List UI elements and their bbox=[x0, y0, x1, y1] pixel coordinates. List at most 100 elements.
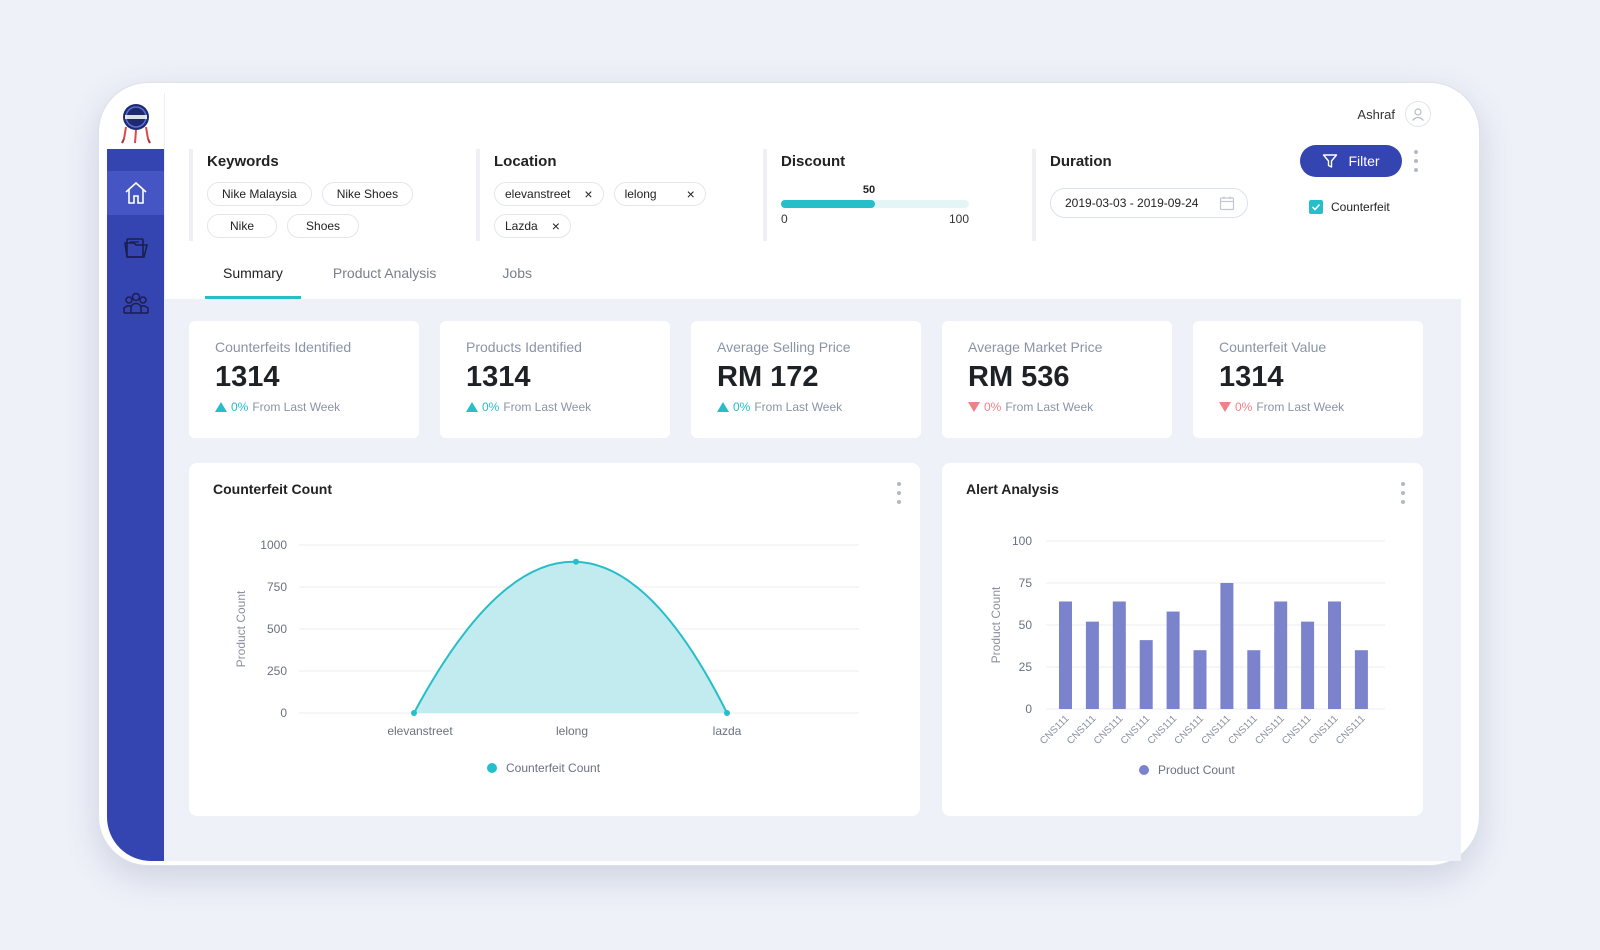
keyword-chip[interactable]: Shoes bbox=[287, 214, 360, 238]
remove-chip-icon[interactable]: × bbox=[686, 186, 695, 202]
trend-up-icon bbox=[466, 402, 478, 412]
counterfeit-checkbox[interactable]: Counterfeit bbox=[1309, 200, 1390, 214]
trend-percent: 0% bbox=[231, 400, 249, 414]
trend-down-icon bbox=[1219, 402, 1231, 412]
stat-trend: 0% From Last Week bbox=[1219, 400, 1423, 414]
x-tick-label: CNS111 bbox=[1334, 713, 1368, 747]
y-tick-label: 1000 bbox=[260, 538, 287, 552]
data-point bbox=[411, 710, 417, 716]
filter-icon bbox=[1323, 154, 1338, 168]
trend-percent: 0% bbox=[984, 400, 1002, 414]
x-tick-label: lelong bbox=[556, 724, 588, 738]
bar bbox=[1328, 601, 1341, 709]
checkbox-checked-icon[interactable] bbox=[1309, 200, 1323, 214]
slider-fill bbox=[781, 200, 875, 208]
users-group-icon bbox=[122, 292, 149, 314]
legend-label: Counterfeit Count bbox=[506, 761, 601, 775]
bar bbox=[1059, 601, 1072, 709]
tab-summary[interactable]: Summary bbox=[205, 259, 301, 299]
panel-title: Alert Analysis bbox=[966, 481, 1059, 497]
discount-slider[interactable]: 50 0 100 bbox=[781, 184, 969, 226]
trend-label: From Last Week bbox=[503, 400, 592, 414]
keyword-chip[interactable]: Nike Malaysia bbox=[207, 182, 312, 206]
stat-trend: 0% From Last Week bbox=[717, 400, 921, 414]
bar bbox=[1193, 650, 1207, 709]
y-tick-label: 50 bbox=[1019, 618, 1033, 632]
remove-chip-icon[interactable]: × bbox=[551, 218, 560, 234]
app-screen: Ashraf Keywords Nike Malaysia Nike Shoes… bbox=[107, 93, 1473, 861]
nav-documents[interactable] bbox=[107, 225, 164, 269]
location-chip-label: elevanstreet bbox=[505, 187, 571, 201]
bar bbox=[1220, 583, 1234, 709]
alert-analysis-panel: Alert Analysis 0 25 50 75 100 Product Count CN… bbox=[942, 463, 1423, 816]
stat-card-counterfeit-value: Counterfeit Value 1314 0% From Last Week bbox=[1193, 321, 1423, 438]
y-tick-label: 100 bbox=[1012, 534, 1032, 548]
discount-label: Discount bbox=[781, 153, 846, 170]
remove-chip-icon[interactable]: × bbox=[584, 186, 593, 202]
tab-bar: Summary Product Analysis Jobs bbox=[205, 259, 550, 299]
filter-bar: Ashraf Keywords Nike Malaysia Nike Shoes… bbox=[165, 93, 1461, 309]
avatar[interactable] bbox=[1405, 101, 1431, 127]
tab-jobs[interactable]: Jobs bbox=[502, 265, 532, 281]
stat-card-avg-market-price: Average Market Price RM 536 0% From Last… bbox=[942, 321, 1172, 438]
trend-label: From Last Week bbox=[754, 400, 843, 414]
calendar-icon[interactable] bbox=[1219, 195, 1235, 211]
bar bbox=[1112, 601, 1126, 709]
location-label: Location bbox=[494, 153, 557, 170]
stat-trend: 0% From Last Week bbox=[215, 400, 419, 414]
filter-button[interactable]: Filter bbox=[1300, 145, 1402, 177]
user-menu[interactable]: Ashraf bbox=[1357, 101, 1431, 127]
stat-trend: 0% From Last Week bbox=[968, 400, 1172, 414]
date-range-picker[interactable]: 2019-03-03 - 2019-09-24 bbox=[1050, 188, 1248, 218]
nav-users[interactable] bbox=[107, 281, 164, 325]
y-tick-label: 750 bbox=[267, 580, 287, 594]
area-fill bbox=[414, 561, 727, 713]
y-tick-label: 0 bbox=[1025, 702, 1032, 716]
trend-label: From Last Week bbox=[1256, 400, 1345, 414]
bar bbox=[1354, 650, 1368, 709]
stat-title: Counterfeit Value bbox=[1219, 339, 1327, 355]
trend-down-icon bbox=[968, 402, 980, 412]
nav-home[interactable] bbox=[107, 171, 164, 215]
bar bbox=[1139, 640, 1153, 709]
summary-panel: Counterfeits Identified 1314 0% From Las… bbox=[165, 299, 1461, 861]
duration-filter: Duration 2019-03-03 - 2019-09-24 bbox=[1032, 149, 1248, 241]
counterfeit-checkbox-label: Counterfeit bbox=[1331, 200, 1390, 214]
slider-track[interactable] bbox=[781, 200, 969, 208]
y-axis-label: Product Count bbox=[234, 590, 248, 667]
y-tick-label: 75 bbox=[1019, 576, 1033, 590]
trend-percent: 0% bbox=[733, 400, 751, 414]
y-axis-label: Product Count bbox=[989, 586, 1003, 663]
location-filter: Location elevanstreet × lelong × Lazda × bbox=[476, 149, 714, 241]
main-content: Ashraf Keywords Nike Malaysia Nike Shoes… bbox=[164, 93, 1461, 861]
sidebar bbox=[107, 93, 164, 861]
location-chip[interactable]: lelong × bbox=[613, 182, 706, 206]
tab-product-analysis[interactable]: Product Analysis bbox=[332, 265, 437, 281]
more-options-icon[interactable] bbox=[1413, 150, 1419, 172]
keywords-filter: Keywords Nike Malaysia Nike Shoes Nike S… bbox=[189, 149, 447, 241]
y-tick-label: 0 bbox=[280, 706, 287, 720]
duration-label: Duration bbox=[1050, 153, 1112, 170]
location-chip-label: lelong bbox=[624, 187, 657, 201]
location-chip[interactable]: elevanstreet × bbox=[494, 182, 604, 206]
bar bbox=[1166, 611, 1180, 709]
counterfeit-count-panel: Counterfeit Count 0 250 500 750 1000 Product … bbox=[189, 463, 920, 816]
location-chip[interactable]: Lazda × bbox=[494, 214, 571, 238]
panel-menu-icon[interactable] bbox=[1400, 482, 1406, 504]
counterfeit-count-chart: 0 250 500 750 1000 Product Count elevanstreet l… bbox=[234, 538, 859, 775]
stat-value: RM 536 bbox=[968, 361, 1070, 393]
trend-up-icon bbox=[717, 402, 729, 412]
home-icon bbox=[124, 181, 147, 204]
keyword-chips: Nike Malaysia Nike Shoes Nike Shoes bbox=[207, 182, 447, 238]
panel-menu-icon[interactable] bbox=[896, 482, 902, 504]
trend-up-icon bbox=[215, 402, 227, 412]
keyword-chip[interactable]: Nike Shoes bbox=[321, 182, 414, 206]
trend-percent: 0% bbox=[1235, 400, 1253, 414]
stat-trend: 0% From Last Week bbox=[466, 400, 670, 414]
x-tick-label: elevanstreet bbox=[387, 724, 453, 738]
keyword-chip[interactable]: Nike bbox=[207, 214, 278, 238]
location-chip-label: Lazda bbox=[505, 219, 538, 233]
keywords-label: Keywords bbox=[207, 153, 279, 170]
slider-value: 50 bbox=[862, 184, 876, 196]
filter-button-label: Filter bbox=[1348, 153, 1380, 169]
